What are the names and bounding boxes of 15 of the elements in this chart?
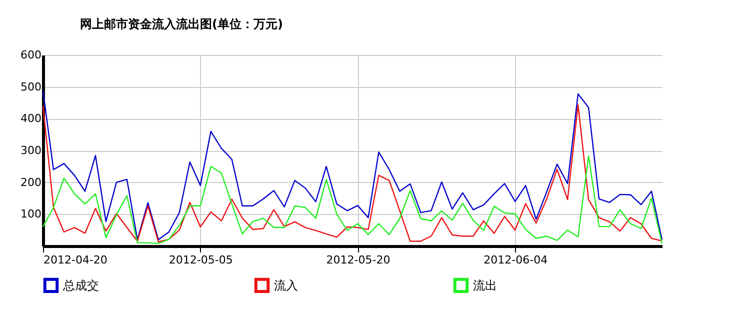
x-tick-label: 2012-06-04 [484,254,548,266]
y-tick-label: 400 [20,112,42,126]
legend-label: 总成交 [62,278,99,292]
y-tick-label: 200 [20,176,42,189]
legend-label: 流出 [473,278,497,292]
x-tick-label: 2012-05-20 [326,254,390,266]
y-tick-label: 600 [20,48,42,62]
x-tick-label: 2012-05-05 [168,254,233,266]
y-tick-label: 100 [20,208,42,221]
line-series [42,155,663,244]
y-tick-label: 500 [20,80,42,94]
x-tick-label: 2012-04-20 [44,254,108,266]
legend-label: 流入 [274,278,298,292]
chart-title: 网上邮市资金流入流出图(单位：万元) [80,17,283,31]
y-tick-label: 300 [20,144,42,157]
